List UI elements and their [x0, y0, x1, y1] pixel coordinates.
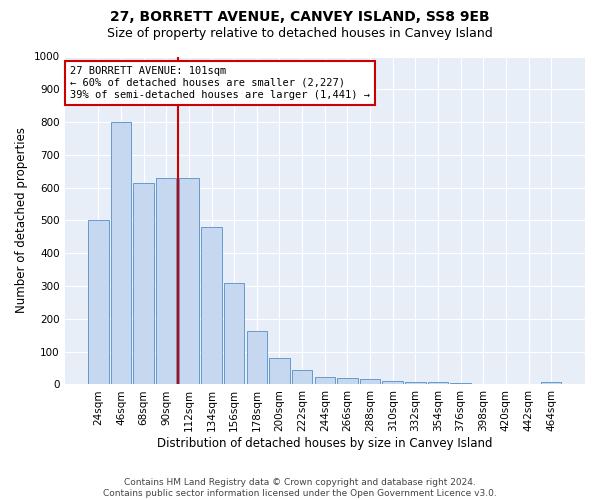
Bar: [292, 370, 313, 384]
Bar: [314, 377, 335, 384]
Bar: [405, 382, 425, 384]
Bar: [269, 358, 290, 384]
X-axis label: Distribution of detached houses by size in Canvey Island: Distribution of detached houses by size …: [157, 437, 493, 450]
Bar: [428, 382, 448, 384]
Bar: [202, 227, 222, 384]
Bar: [156, 178, 176, 384]
Text: Size of property relative to detached houses in Canvey Island: Size of property relative to detached ho…: [107, 28, 493, 40]
Y-axis label: Number of detached properties: Number of detached properties: [15, 128, 28, 314]
Bar: [111, 122, 131, 384]
Bar: [88, 220, 109, 384]
Text: 27, BORRETT AVENUE, CANVEY ISLAND, SS8 9EB: 27, BORRETT AVENUE, CANVEY ISLAND, SS8 9…: [110, 10, 490, 24]
Bar: [382, 380, 403, 384]
Bar: [224, 283, 244, 384]
Text: 27 BORRETT AVENUE: 101sqm
← 60% of detached houses are smaller (2,227)
39% of se: 27 BORRETT AVENUE: 101sqm ← 60% of detac…: [70, 66, 370, 100]
Bar: [360, 378, 380, 384]
Bar: [337, 378, 358, 384]
Bar: [133, 183, 154, 384]
Bar: [179, 178, 199, 384]
Bar: [247, 331, 267, 384]
Bar: [541, 382, 562, 384]
Bar: [451, 383, 471, 384]
Text: Contains HM Land Registry data © Crown copyright and database right 2024.
Contai: Contains HM Land Registry data © Crown c…: [103, 478, 497, 498]
